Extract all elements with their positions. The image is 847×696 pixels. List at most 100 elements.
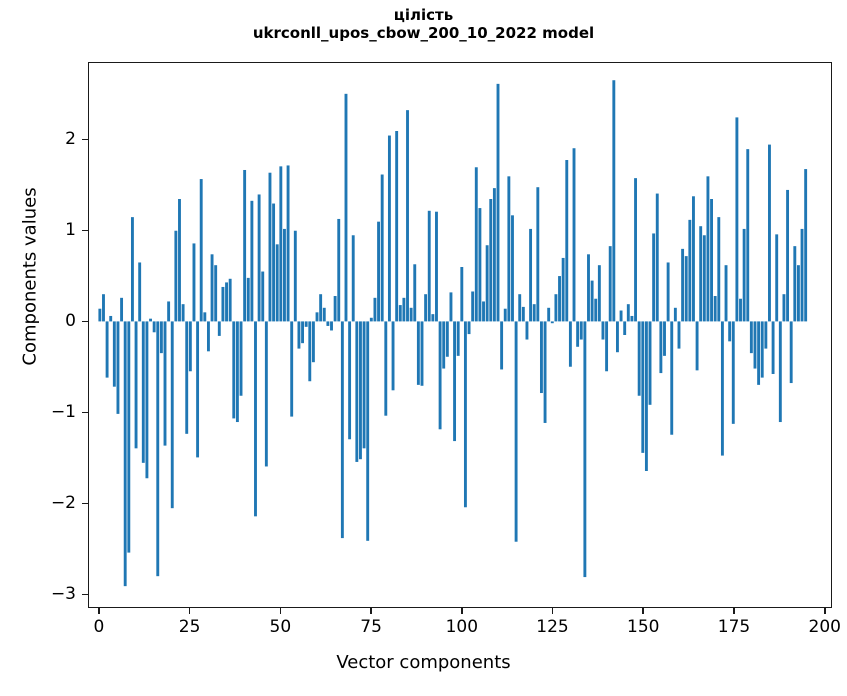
bar (568, 321, 572, 367)
bar (311, 321, 315, 363)
bar (543, 321, 547, 423)
bar (149, 318, 152, 322)
bar (615, 321, 619, 353)
bar (243, 169, 247, 322)
bar (406, 110, 409, 322)
y-tick-label: −2 (50, 493, 76, 514)
bar (228, 278, 232, 322)
bar (605, 321, 609, 372)
x-tick-label: 0 (93, 617, 105, 637)
bar (688, 219, 692, 322)
bar (351, 235, 355, 322)
bar (449, 292, 453, 322)
bar (663, 321, 666, 356)
bar (760, 321, 764, 378)
bar (348, 321, 352, 440)
bar (684, 256, 688, 322)
bar (478, 208, 482, 322)
bar (272, 203, 276, 322)
bar (275, 244, 279, 322)
bar (105, 321, 109, 378)
bar (210, 254, 214, 322)
bar (232, 321, 236, 419)
bar (793, 246, 797, 322)
bar (503, 308, 507, 322)
bar (225, 282, 228, 322)
bar (326, 321, 330, 326)
y-tick-label: 0 (65, 311, 76, 332)
x-tick-label: 150 (627, 617, 660, 637)
bar (637, 321, 641, 396)
y-tick-mark (82, 411, 88, 414)
bar (152, 321, 156, 333)
bar (384, 321, 388, 416)
bar (720, 321, 724, 456)
bar (359, 321, 362, 460)
bar (492, 188, 496, 322)
y-tick-label: −1 (50, 402, 76, 423)
x-tick-mark (551, 608, 554, 614)
bar (739, 298, 742, 322)
bar (239, 321, 243, 396)
bar (518, 294, 522, 322)
bar (344, 93, 348, 322)
bar (138, 262, 142, 322)
x-tick-label: 50 (269, 617, 292, 637)
bar (731, 321, 735, 424)
bar (123, 321, 127, 587)
bar (749, 321, 753, 354)
bar (319, 294, 323, 322)
bar (742, 228, 746, 322)
bar (554, 294, 558, 322)
bar (188, 321, 192, 372)
x-tick-mark (279, 608, 282, 614)
x-tick-label: 200 (808, 617, 841, 637)
bar (702, 235, 706, 322)
bar (699, 226, 703, 322)
bar (286, 165, 290, 322)
bar (373, 297, 377, 322)
bar (695, 321, 699, 371)
y-tick-mark (82, 502, 88, 505)
y-tick-mark (82, 593, 88, 596)
bar (235, 321, 239, 423)
chart-title-line-1: цілість (393, 6, 454, 24)
y-tick-label: −3 (50, 584, 76, 605)
bar (547, 307, 551, 322)
bar (482, 301, 485, 322)
bar (757, 321, 761, 385)
bar (246, 277, 250, 322)
bar (467, 321, 471, 335)
x-tick-label: 75 (360, 617, 382, 637)
bar (377, 221, 381, 322)
bar (196, 321, 200, 458)
bar (109, 315, 113, 322)
bar (159, 321, 163, 354)
bar (355, 321, 359, 462)
bar (293, 230, 297, 322)
bar (141, 321, 145, 463)
bar (322, 307, 326, 322)
bar (630, 315, 634, 322)
bar (217, 321, 221, 336)
chart-title: цілість ukrconll_upos_cbow_200_10_2022 m… (0, 6, 847, 43)
bar (666, 262, 670, 322)
chart-title-line-2: ukrconll_upos_cbow_200_10_2022 model (252, 24, 595, 43)
bar (768, 144, 771, 322)
bar (800, 228, 804, 322)
bar (713, 296, 717, 322)
bar (804, 169, 808, 322)
bar (192, 243, 196, 322)
bar (550, 321, 554, 324)
bar (112, 321, 116, 387)
bar (500, 321, 504, 370)
bar (728, 321, 732, 342)
bar (127, 321, 131, 553)
bar (333, 296, 337, 322)
x-tick-label: 25 (178, 617, 201, 637)
bar (395, 131, 399, 322)
bar (402, 297, 406, 322)
bar (648, 321, 652, 405)
x-tick-mark (370, 608, 372, 614)
bar (489, 199, 493, 322)
